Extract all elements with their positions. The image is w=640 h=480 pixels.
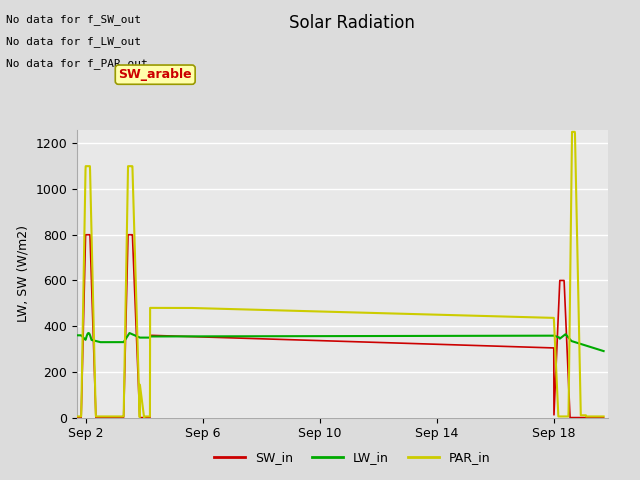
Text: No data for f_PAR_out: No data for f_PAR_out xyxy=(6,58,148,69)
Text: No data for f_LW_out: No data for f_LW_out xyxy=(6,36,141,47)
Text: No data for f_SW_out: No data for f_SW_out xyxy=(6,14,141,25)
Y-axis label: LW, SW (W/m2): LW, SW (W/m2) xyxy=(17,225,29,322)
Text: SW_arable: SW_arable xyxy=(118,68,192,81)
Text: Solar Radiation: Solar Radiation xyxy=(289,14,415,33)
Legend: SW_in, LW_in, PAR_in: SW_in, LW_in, PAR_in xyxy=(209,446,495,469)
